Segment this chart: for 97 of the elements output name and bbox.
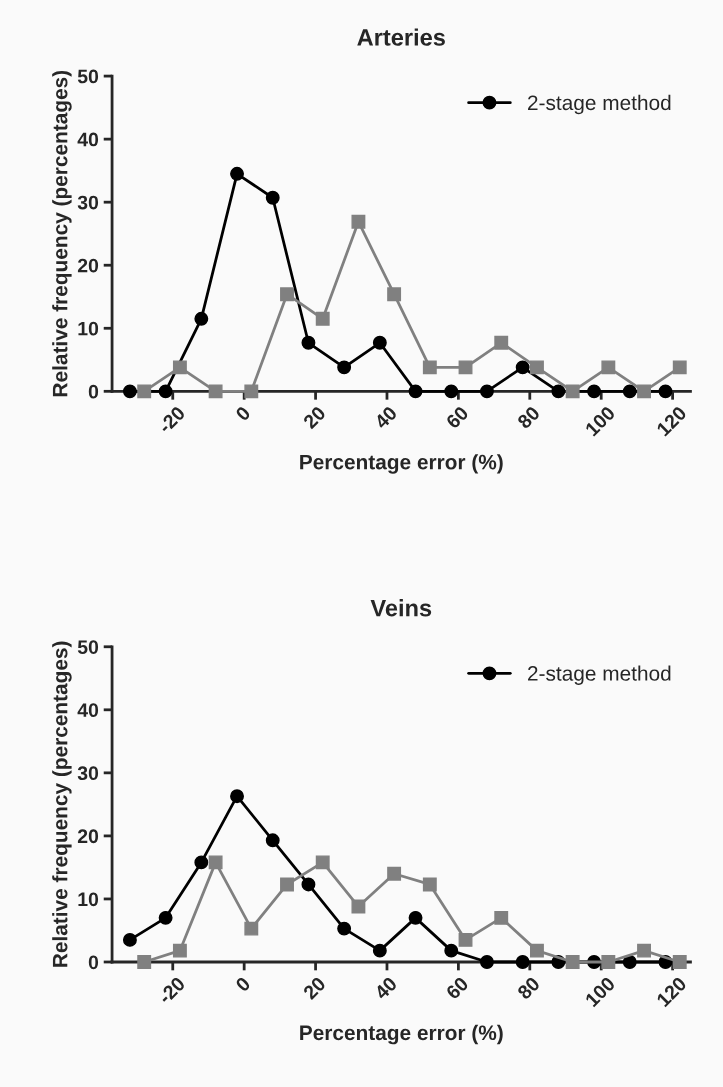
- x-tick-label: 120: [655, 405, 688, 437]
- point: [529, 943, 544, 958]
- chart-title: Arteries: [357, 28, 445, 46]
- y-axis-title: Relative frequency (percentages): [52, 70, 72, 397]
- point: [265, 833, 280, 848]
- point: [194, 855, 209, 870]
- point: [172, 943, 187, 958]
- point: [337, 360, 352, 375]
- point: [208, 384, 223, 399]
- y-tick-label: 10: [78, 321, 99, 336]
- y-tick-label: 10: [78, 892, 99, 907]
- point: [244, 384, 259, 399]
- x-tick-label: 60: [445, 405, 470, 430]
- point: [587, 384, 602, 399]
- point: [480, 955, 494, 969]
- legend-label: 2-stage method: [528, 94, 671, 115]
- point: [265, 190, 280, 205]
- point: [372, 335, 387, 350]
- x-axis-title: Percentage error (%): [300, 1024, 503, 1045]
- y-tick-label: 20: [77, 829, 99, 844]
- point: [158, 384, 173, 399]
- point: [337, 921, 352, 936]
- point: [480, 384, 494, 399]
- point: [601, 360, 616, 375]
- y-tick-label: 40: [77, 703, 99, 718]
- y-axis-title: Relative frequency (percentages): [52, 641, 72, 967]
- point: [622, 384, 637, 399]
- point: [122, 932, 137, 947]
- point: [351, 214, 366, 229]
- point: [565, 384, 580, 399]
- point: [494, 910, 509, 925]
- point: [137, 955, 152, 969]
- x-tick-label: -20: [157, 976, 186, 1005]
- point: [230, 789, 244, 804]
- point: [422, 360, 437, 375]
- x-tick-label: 80: [516, 976, 541, 1001]
- point: [244, 921, 259, 936]
- point: [601, 955, 616, 969]
- x-tick-label: 40: [373, 405, 398, 430]
- point: [444, 943, 459, 958]
- y-tick-label: 30: [77, 195, 99, 210]
- point: [551, 384, 566, 399]
- point: [672, 360, 687, 375]
- point: [172, 360, 187, 375]
- point: [494, 335, 509, 350]
- point: [637, 943, 651, 958]
- point: [637, 384, 651, 399]
- x-tick-label: 40: [373, 976, 398, 1001]
- y-tick-label: 20: [77, 258, 99, 273]
- point: [372, 943, 387, 958]
- x-tick-label: 20: [302, 976, 327, 1001]
- point: [122, 384, 137, 399]
- x-axis-title: Percentage error (%): [300, 454, 503, 474]
- y-tick-label: 50: [77, 640, 99, 654]
- y-tick-label: 50: [77, 69, 99, 84]
- point: [515, 955, 530, 969]
- x-tick-label: -20: [157, 405, 186, 434]
- point: [280, 287, 294, 302]
- point: [301, 335, 316, 350]
- y-tick-label: 40: [77, 132, 99, 147]
- point: [422, 877, 437, 892]
- point: [315, 855, 330, 870]
- point: [672, 955, 687, 969]
- x-tick-label: 0: [234, 976, 252, 993]
- point: [351, 899, 366, 914]
- point: [387, 287, 402, 302]
- point: [458, 932, 473, 947]
- point: [444, 384, 459, 399]
- y-tick-label: 30: [77, 766, 99, 781]
- point: [515, 360, 530, 375]
- point: [230, 166, 244, 181]
- point: [565, 955, 580, 969]
- point: [387, 866, 402, 881]
- y-tick-label: 0: [88, 384, 99, 399]
- chart-title: Veins: [370, 599, 432, 617]
- point: [529, 360, 544, 375]
- x-tick-label: 100: [584, 976, 616, 1008]
- point: [280, 877, 294, 892]
- x-tick-label: 120: [655, 976, 688, 1008]
- point: [458, 360, 473, 375]
- point: [158, 910, 173, 925]
- point: [194, 311, 209, 326]
- point: [301, 877, 316, 892]
- point: [408, 910, 423, 925]
- x-tick-label: 80: [516, 405, 541, 430]
- x-tick-label: 100: [584, 405, 616, 437]
- x-tick-label: 20: [302, 405, 327, 430]
- point: [622, 955, 637, 969]
- point: [208, 855, 223, 870]
- point: [315, 311, 330, 326]
- y-tick-label: 0: [88, 955, 99, 970]
- point: [658, 384, 673, 399]
- legend-label: 2-stage method: [528, 665, 671, 685]
- point: [408, 384, 423, 399]
- point: [137, 384, 152, 399]
- x-tick-label: 0: [234, 405, 252, 422]
- x-tick-label: 60: [445, 976, 470, 1001]
